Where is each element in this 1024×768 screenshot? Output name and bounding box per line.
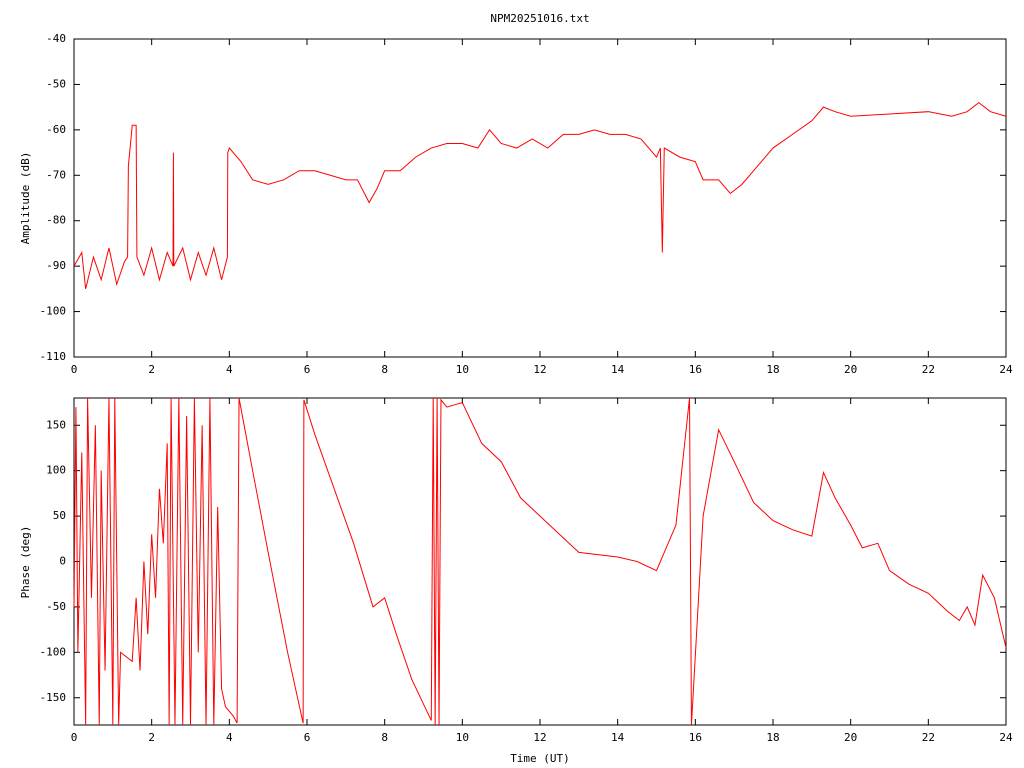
x-tick-label: 18 (766, 731, 779, 744)
x-tick-label: 2 (148, 363, 155, 376)
y-tick-label: -100 (40, 645, 67, 658)
x-tick-label: 4 (226, 363, 233, 376)
y-tick-label: -110 (40, 350, 67, 363)
x-tick-label: 20 (844, 731, 857, 744)
y-tick-label: -100 (40, 305, 67, 318)
data-line (73, 397, 1007, 726)
x-tick-label: 16 (689, 731, 702, 744)
y-tick-label: -50 (46, 600, 66, 613)
x-tick-label: 8 (381, 731, 388, 744)
x-tick-label: 4 (226, 731, 233, 744)
data-line (73, 101, 1007, 289)
x-tick-label: 2 (148, 731, 155, 744)
x-axis-label: Time (UT) (510, 752, 570, 765)
x-tick-label: 18 (766, 363, 779, 376)
x-tick-label: 24 (999, 363, 1013, 376)
x-tick-label: 0 (71, 363, 78, 376)
y-tick-label: 150 (46, 418, 66, 431)
y-axis-label: Amplitude (dB) (19, 152, 32, 245)
x-tick-label: 12 (533, 731, 546, 744)
y-tick-label: 0 (59, 555, 66, 568)
chart-title: NPM20251016.txt (490, 12, 589, 25)
x-tick-label: 10 (456, 731, 469, 744)
y-tick-label: -90 (46, 259, 66, 272)
y-tick-label: -80 (46, 214, 66, 227)
x-tick-label: 14 (611, 363, 625, 376)
x-tick-label: 14 (611, 731, 625, 744)
x-tick-label: 24 (999, 731, 1013, 744)
y-tick-label: 100 (46, 464, 66, 477)
x-tick-label: 22 (922, 363, 935, 376)
x-tick-label: 6 (304, 731, 311, 744)
y-tick-label: 50 (53, 509, 66, 522)
x-tick-label: 12 (533, 363, 546, 376)
y-tick-label: -40 (46, 32, 66, 45)
x-tick-label: 16 (689, 363, 702, 376)
x-tick-label: 0 (71, 731, 78, 744)
x-tick-label: 6 (304, 363, 311, 376)
y-tick-label: -50 (46, 77, 66, 90)
x-tick-label: 10 (456, 363, 469, 376)
y-tick-label: -70 (46, 168, 66, 181)
plot-frame (73, 38, 1007, 358)
x-tick-label: 20 (844, 363, 857, 376)
y-tick-label: -60 (46, 123, 66, 136)
x-tick-label: 22 (922, 731, 935, 744)
plot-frame (73, 397, 1007, 726)
y-tick-label: -150 (40, 691, 67, 704)
y-axis-label: Phase (deg) (19, 526, 32, 599)
x-tick-label: 8 (381, 363, 388, 376)
